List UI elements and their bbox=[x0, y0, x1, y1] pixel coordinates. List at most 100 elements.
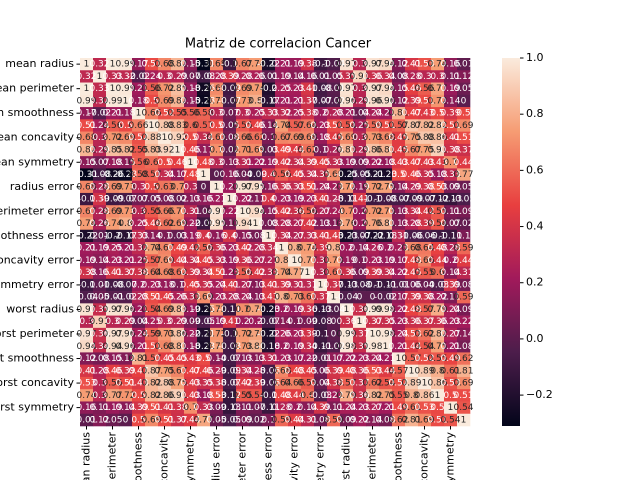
cell-annotation: 0.21 bbox=[375, 354, 395, 364]
heatmap-cell bbox=[132, 107, 146, 120]
cell-annotation: 0.08 bbox=[245, 231, 265, 241]
heatmap-cell bbox=[444, 327, 458, 341]
heatmap-cell bbox=[405, 168, 419, 181]
heatmap-cell bbox=[93, 94, 107, 108]
heatmap-cell bbox=[405, 156, 419, 169]
heatmap-cell bbox=[366, 192, 380, 206]
heatmap-cell bbox=[132, 364, 146, 378]
heatmap-cell bbox=[327, 291, 341, 304]
heatmap-cell bbox=[132, 192, 146, 206]
heatmap-cell bbox=[262, 254, 276, 267]
heatmap-cell bbox=[145, 205, 159, 218]
heatmap-cell bbox=[366, 291, 380, 304]
heatmap-cell bbox=[366, 156, 380, 169]
heatmap-cell bbox=[262, 327, 276, 341]
heatmap-cell bbox=[80, 266, 94, 280]
heatmap-cell bbox=[106, 131, 120, 145]
heatmap-cell bbox=[288, 315, 302, 329]
heatmap-cell bbox=[145, 327, 159, 341]
heatmap-cell bbox=[119, 401, 133, 415]
heatmap-cell bbox=[223, 254, 237, 267]
heatmap-cell bbox=[418, 192, 432, 206]
heatmap-cell bbox=[405, 364, 419, 378]
heatmap-cell bbox=[106, 340, 120, 353]
heatmap-cell bbox=[119, 278, 133, 292]
heatmap-cell bbox=[340, 315, 354, 329]
heatmap-cell bbox=[210, 58, 224, 71]
heatmap-cell bbox=[158, 364, 172, 378]
heatmap-cell bbox=[288, 376, 302, 390]
heatmap-cell bbox=[145, 156, 159, 169]
heatmap-cell bbox=[145, 291, 159, 304]
heatmap-cell bbox=[106, 278, 120, 292]
heatmap-cell bbox=[93, 192, 107, 206]
cell-annotation: 0.99 bbox=[102, 96, 122, 106]
heatmap-cell bbox=[106, 389, 120, 402]
heatmap-cell bbox=[405, 340, 419, 353]
heatmap-cell bbox=[288, 291, 302, 304]
heatmap-cell bbox=[236, 364, 250, 378]
heatmap-cell bbox=[184, 119, 198, 132]
heatmap-cell bbox=[327, 58, 341, 71]
heatmap-cell bbox=[340, 217, 354, 231]
heatmap-cell bbox=[340, 119, 354, 132]
heatmap-cell bbox=[93, 131, 107, 145]
heatmap-cell bbox=[249, 376, 263, 390]
heatmap-cell bbox=[301, 278, 315, 292]
heatmap-cell bbox=[197, 315, 211, 329]
cell-annotation: 0.1 bbox=[456, 231, 470, 241]
colorbar-tick-label: 0.4 bbox=[526, 220, 544, 233]
colorbar-tick-label: −0.2 bbox=[526, 388, 553, 401]
heatmap-cell bbox=[262, 82, 276, 96]
x-tick-label: concavity error bbox=[288, 432, 301, 480]
heatmap-cell bbox=[249, 131, 263, 145]
heatmap-cell bbox=[249, 58, 263, 71]
heatmap-cell bbox=[80, 327, 94, 341]
heatmap-cell bbox=[314, 315, 328, 329]
heatmap-cell bbox=[132, 82, 146, 96]
cell-annotation: 0.92 bbox=[154, 146, 174, 156]
heatmap-cell bbox=[93, 242, 107, 255]
heatmap-cell bbox=[210, 168, 224, 181]
heatmap-cell bbox=[444, 352, 458, 365]
heatmap-cell bbox=[301, 352, 315, 365]
heatmap-cell bbox=[197, 192, 211, 206]
heatmap-cell bbox=[275, 143, 289, 157]
heatmap-cell bbox=[275, 119, 289, 132]
heatmap-cell bbox=[158, 291, 172, 304]
heatmap-cell bbox=[210, 70, 224, 83]
heatmap-cell bbox=[327, 192, 341, 206]
heatmap-cell bbox=[145, 401, 159, 415]
x-tick-label: worst concavity bbox=[418, 432, 431, 480]
heatmap-cell bbox=[431, 143, 445, 157]
heatmap-cell bbox=[457, 327, 471, 341]
cell-annotation: -0.1 bbox=[312, 330, 330, 340]
heatmap-cell bbox=[106, 242, 120, 255]
cell-annotation: -0.04 bbox=[322, 305, 346, 315]
heatmap-cell bbox=[262, 168, 276, 181]
heatmap-cell bbox=[340, 58, 354, 71]
heatmap-cell bbox=[457, 82, 471, 96]
heatmap-cell bbox=[418, 389, 432, 402]
heatmap-cell bbox=[392, 119, 406, 132]
heatmap-cell bbox=[431, 82, 445, 96]
heatmap-cell bbox=[366, 376, 380, 390]
heatmap-cell bbox=[366, 352, 380, 365]
x-tick-label: symmetry error bbox=[314, 432, 327, 480]
heatmap-cell bbox=[197, 119, 211, 132]
heatmap-cell bbox=[119, 303, 133, 316]
heatmap-cell bbox=[249, 242, 263, 255]
heatmap-cell bbox=[80, 352, 94, 365]
heatmap-cell bbox=[184, 352, 198, 365]
heatmap-cell bbox=[327, 131, 341, 145]
heatmap-cell bbox=[171, 58, 185, 71]
heatmap-cell bbox=[314, 278, 328, 292]
heatmap-cell bbox=[457, 229, 471, 243]
y-tick-label: mean perimeter bbox=[0, 82, 74, 95]
heatmap-cell bbox=[457, 364, 471, 378]
heatmap-cell bbox=[431, 168, 445, 181]
heatmap-cell bbox=[457, 303, 471, 316]
heatmap-cell bbox=[301, 217, 315, 231]
heatmap-cell bbox=[301, 131, 315, 145]
heatmap-cell bbox=[106, 156, 120, 169]
